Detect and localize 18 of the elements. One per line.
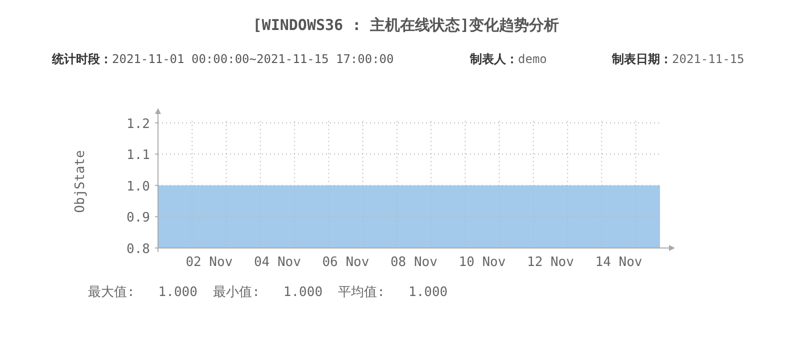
x-tick-label: 10 Nov xyxy=(458,255,506,270)
x-tick-label: 08 Nov xyxy=(390,255,438,270)
chart-subtitle: 统计时段：2021-11-01 00:00:00~2021-11-15 17:00:00 xyxy=(51,52,394,66)
x-tick-label: 14 Nov xyxy=(595,255,642,270)
x-tick-label: 12 Nov xyxy=(527,255,574,270)
y-axis-title: ObjState xyxy=(73,150,88,213)
chart-title: [WINDOWS36 : 主机在线状态]变化趋势分析 xyxy=(252,16,560,34)
x-tick-label: 02 Nov xyxy=(186,255,233,270)
y-tick-label: 0.9 xyxy=(126,210,150,226)
y-tick-label: 1.0 xyxy=(126,179,150,194)
y-tick-label: 1.1 xyxy=(126,148,150,164)
text: 最大值: 1.000 最小值: 1.000 平均值: 1.000 xyxy=(88,285,448,300)
x-tick-label: 06 Nov xyxy=(322,255,370,270)
text: 制表日期：2021-11-15 xyxy=(611,52,744,66)
text: 制表人：demo xyxy=(469,52,547,66)
y-tick-label: 0.8 xyxy=(126,242,150,257)
y-tick-label: 1.2 xyxy=(126,116,150,132)
x-tick-label: 04 Nov xyxy=(254,255,302,270)
